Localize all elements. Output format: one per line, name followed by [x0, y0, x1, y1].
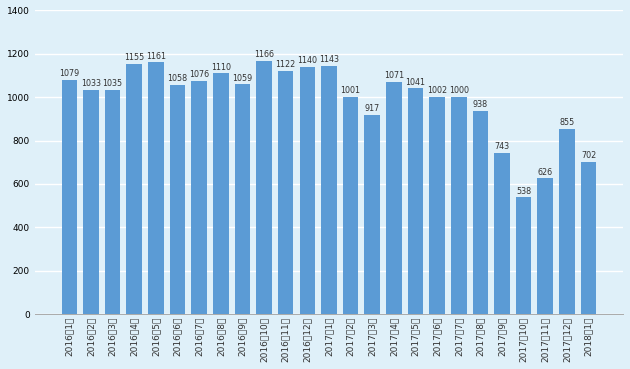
Bar	[516, 197, 532, 314]
Text: 1002: 1002	[427, 86, 447, 95]
Bar	[105, 90, 120, 314]
Text: 938: 938	[472, 100, 488, 109]
Text: 1122: 1122	[275, 60, 296, 69]
Text: 1041: 1041	[406, 77, 425, 87]
Text: 917: 917	[365, 104, 380, 114]
Bar	[408, 88, 423, 314]
Text: 1161: 1161	[146, 52, 166, 61]
Text: 538: 538	[516, 187, 531, 196]
Bar	[581, 162, 597, 314]
Bar	[127, 63, 142, 314]
Bar	[472, 111, 488, 314]
Bar	[559, 129, 575, 314]
Bar	[321, 66, 336, 314]
Text: 855: 855	[559, 118, 575, 127]
Text: 1076: 1076	[189, 70, 209, 79]
Bar	[299, 67, 315, 314]
Bar	[278, 71, 294, 314]
Bar	[343, 97, 358, 314]
Bar	[364, 115, 380, 314]
Bar	[386, 82, 401, 314]
Bar	[537, 178, 553, 314]
Text: 1035: 1035	[103, 79, 123, 88]
Bar	[234, 85, 250, 314]
Bar	[192, 81, 207, 314]
Bar	[429, 97, 445, 314]
Text: 1071: 1071	[384, 71, 404, 80]
Bar	[62, 80, 77, 314]
Text: 1000: 1000	[449, 86, 469, 96]
Text: 1001: 1001	[341, 86, 360, 95]
Text: 1058: 1058	[168, 74, 188, 83]
Text: 702: 702	[581, 151, 596, 160]
Text: 1033: 1033	[81, 79, 101, 88]
Text: 1110: 1110	[211, 63, 231, 72]
Text: 1166: 1166	[254, 51, 274, 59]
Bar	[169, 85, 185, 314]
Bar	[213, 73, 229, 314]
Text: 1079: 1079	[59, 69, 79, 78]
Text: 1155: 1155	[124, 53, 144, 62]
Text: 743: 743	[495, 142, 510, 151]
Text: 1140: 1140	[297, 56, 318, 65]
Bar	[451, 97, 467, 314]
Bar	[83, 90, 99, 314]
Bar	[256, 61, 272, 314]
Text: 626: 626	[537, 168, 553, 177]
Text: 1143: 1143	[319, 55, 339, 65]
Bar	[494, 153, 510, 314]
Text: 1059: 1059	[232, 74, 253, 83]
Bar	[148, 62, 164, 314]
